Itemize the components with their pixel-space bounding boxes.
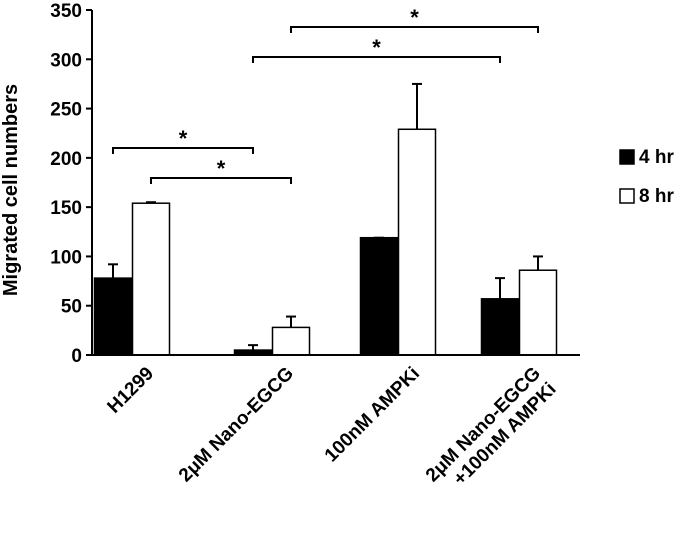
x-category-label-line: 2μM Nano-EGCG	[175, 363, 298, 486]
x-category-label: H1299	[104, 363, 158, 417]
significance-star: *	[372, 35, 381, 60]
bar-8-hr	[131, 202, 171, 356]
bar-4-hr	[359, 236, 399, 356]
bar-8-hr	[397, 128, 437, 356]
legend-label: 8 hr	[639, 186, 674, 207]
significance-brackets: * * * *	[112, 5, 539, 184]
bar-8-hr	[518, 269, 558, 356]
significance-star: *	[410, 5, 419, 30]
legend: 4 hr 8 hr	[619, 147, 674, 207]
significance-bracket	[290, 26, 539, 33]
legend-swatch	[619, 149, 635, 165]
bar-4-hr	[480, 298, 520, 356]
bars	[93, 82, 558, 356]
significance-star: *	[217, 156, 226, 181]
y-tick-label: 100	[50, 247, 82, 268]
y-tick-label: 300	[50, 50, 82, 71]
y-tick-label: 150	[50, 198, 82, 219]
x-category-label: 2μM Nano-EGCG+100nM AMPKi	[422, 363, 561, 502]
x-category-label-line: H1299	[104, 363, 158, 417]
y-tick-label: 250	[50, 100, 82, 121]
y-tick-label: 200	[50, 149, 82, 170]
y-axis-title: Migrated cell numbers	[0, 84, 22, 296]
legend-swatch	[619, 188, 635, 204]
y-axis: 0 50 100 150 200 250 300 350	[50, 1, 93, 367]
y-tick-label: 50	[61, 297, 82, 318]
legend-label: 4 hr	[639, 147, 674, 168]
significance-star: *	[179, 126, 188, 151]
significance-bracket	[112, 147, 254, 154]
y-tick-label: 0	[71, 346, 82, 367]
bar-4-hr	[93, 277, 133, 356]
y-tick-label: 350	[50, 1, 82, 22]
significance-bracket	[150, 177, 292, 184]
bar-8-hr	[271, 326, 311, 356]
significance-bracket	[252, 56, 501, 63]
x-category-label-line: 100nM AMPKi	[321, 363, 424, 466]
x-category-label: 100nM AMPKi	[321, 363, 424, 466]
x-category-label: 2μM Nano-EGCG	[175, 363, 298, 486]
